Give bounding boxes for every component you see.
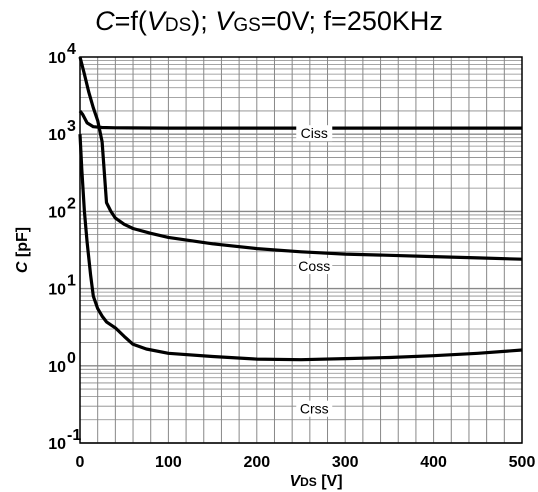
y-tick-exponent: 3 [67, 118, 76, 135]
title-v1: V [146, 6, 165, 36]
y-tick-exponent: -1 [67, 427, 81, 444]
series-line-crss [78, 134, 523, 362]
title-v1-sub: DS [164, 15, 192, 36]
y-axis-title-main: C [14, 261, 31, 273]
y-tick-label: 10 [48, 127, 66, 144]
y-tick-label: 10 [48, 50, 66, 67]
title-v2: V [215, 6, 234, 36]
grid [80, 57, 522, 444]
y-tick-exponent: 0 [67, 350, 76, 367]
x-tick-label: 100 [155, 454, 182, 471]
curve-labels: Ciss Coss Crss [296, 125, 333, 417]
series-line-ciss [78, 110, 522, 130]
y-tick-exponent: 4 [67, 41, 76, 58]
y-tick-label: 10 [48, 359, 66, 376]
y-axis-title-unit: [pF] [14, 227, 31, 262]
y-tick-exponent: 1 [67, 273, 76, 290]
x-tick-label: 400 [420, 454, 447, 471]
y-tick-label: 10 [48, 204, 66, 221]
x-tick-label: 200 [243, 454, 270, 471]
x-tick-label: 500 [509, 454, 536, 471]
x-tick-label: 300 [332, 454, 359, 471]
x-axis-title: VDS [V] [289, 473, 342, 490]
y-axis-title: C [pF] [14, 227, 31, 273]
curve-label-ciss: Ciss [301, 125, 328, 141]
x-tick-label: 0 [76, 454, 85, 471]
x-axis-title-sub: DS [300, 475, 317, 489]
chart-title: C=f(VDS); VGS=0V; f=250KHz [0, 6, 538, 37]
y-tick-label: 10 [48, 282, 66, 299]
title-v2-sub: GS [233, 15, 261, 36]
x-tick-labels: 0 100 200 300 400 500 [76, 454, 536, 471]
curve-label-bg [296, 258, 333, 275]
title-mid: ); [191, 6, 216, 36]
curve-label-bg [296, 400, 333, 417]
curve-label-bg [296, 125, 333, 142]
curve-label-crss: Crss [300, 401, 329, 417]
title-eq: =f( [114, 6, 147, 36]
title-tail: =0V; f=250KHz [260, 6, 443, 36]
y-tick-exponent: 2 [67, 195, 76, 212]
y-tick-label: 10 [48, 436, 66, 453]
x-axis-title-main: V [289, 473, 301, 490]
series-layer [78, 56, 523, 362]
x-axis-title-unit: [V] [317, 473, 343, 490]
curve-label-coss: Coss [298, 258, 330, 274]
title-c: C [95, 6, 115, 36]
plot-frame [79, 56, 523, 444]
series-line-coss [78, 56, 523, 261]
